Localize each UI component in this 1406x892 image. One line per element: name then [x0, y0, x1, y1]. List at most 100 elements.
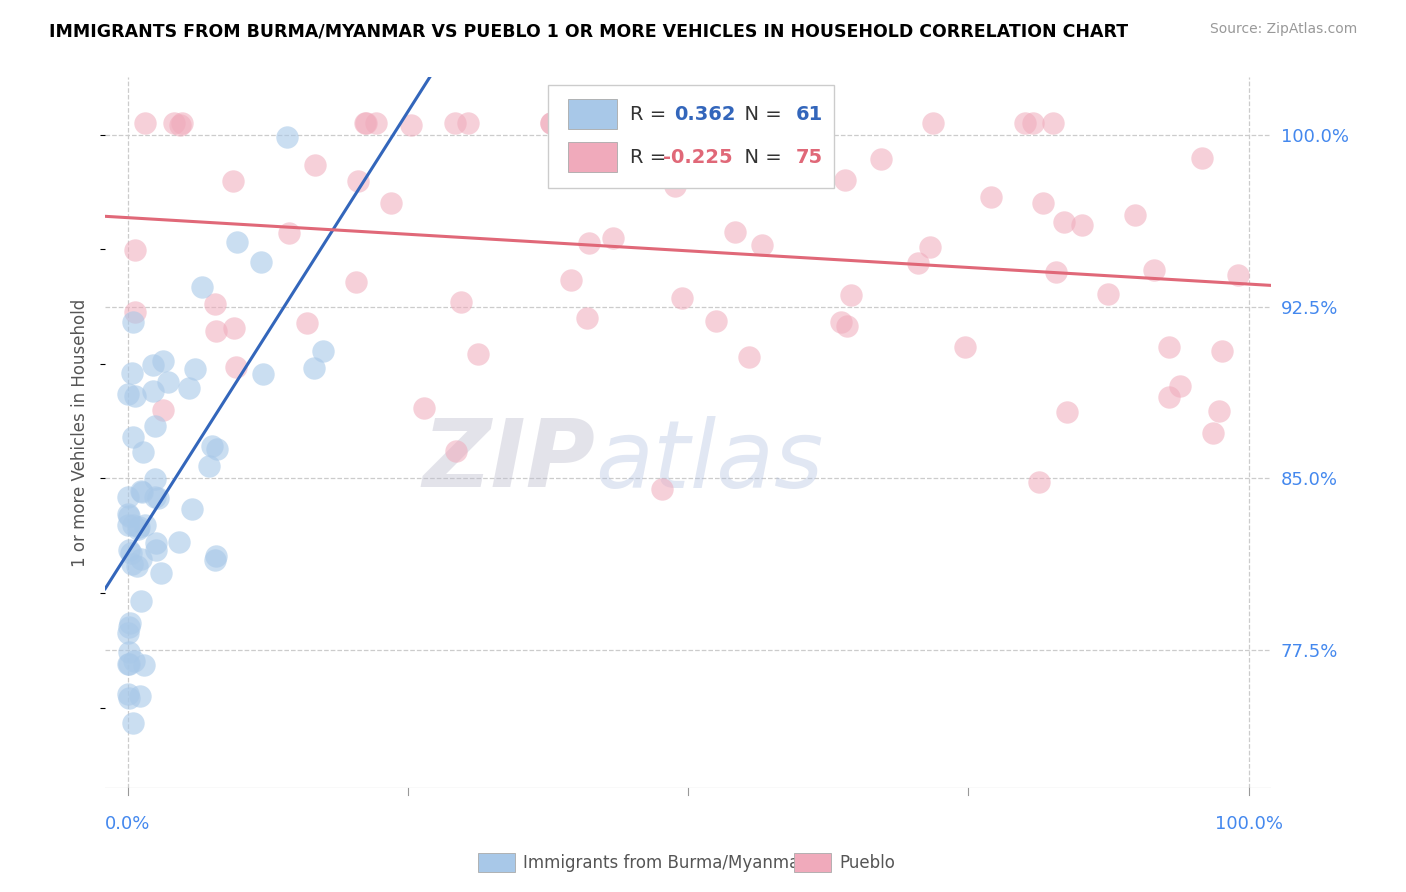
Y-axis label: 1 or more Vehicles in Household: 1 or more Vehicles in Household: [72, 299, 89, 566]
Point: [221, 174, 243, 188]
Point: [724, 225, 747, 239]
Point: [143, 491, 166, 505]
Point: [1032, 196, 1054, 211]
Point: [1028, 475, 1050, 489]
Point: [450, 295, 472, 310]
Point: [117, 490, 139, 504]
Point: [560, 273, 582, 287]
Point: [1052, 215, 1074, 229]
Point: [1042, 116, 1064, 130]
Point: [733, 116, 755, 130]
Point: [205, 324, 228, 338]
Point: [180, 502, 202, 516]
Point: [131, 552, 153, 566]
Text: 0.362: 0.362: [673, 105, 735, 124]
Point: [1208, 403, 1230, 417]
Point: [664, 179, 686, 194]
Point: [1071, 218, 1094, 232]
Point: [651, 483, 673, 497]
FancyBboxPatch shape: [548, 85, 834, 187]
Point: [922, 116, 945, 130]
Point: [129, 594, 152, 608]
Point: [128, 690, 150, 704]
Point: [145, 419, 167, 434]
Point: [127, 559, 149, 574]
Point: [1143, 263, 1166, 277]
Point: [134, 517, 156, 532]
Point: [980, 190, 1002, 204]
Text: 75: 75: [796, 147, 823, 167]
Point: [920, 240, 942, 254]
Text: 61: 61: [796, 105, 823, 124]
Point: [122, 716, 145, 731]
Point: [127, 522, 149, 536]
Text: R =: R =: [630, 105, 672, 124]
Point: [907, 256, 929, 270]
Point: [354, 116, 377, 130]
Point: [191, 280, 214, 294]
Point: [540, 116, 562, 130]
Point: [117, 542, 139, 557]
Text: IMMIGRANTS FROM BURMA/MYANMAR VS PUEBLO 1 OR MORE VEHICLES IN HOUSEHOLD CORRELAT: IMMIGRANTS FROM BURMA/MYANMAR VS PUEBLO …: [49, 22, 1129, 40]
Point: [169, 119, 191, 133]
Point: [738, 350, 761, 364]
Point: [117, 688, 139, 702]
Text: atlas: atlas: [595, 416, 823, 507]
Point: [344, 275, 367, 289]
Point: [124, 304, 146, 318]
Point: [380, 196, 402, 211]
Point: [225, 359, 247, 374]
Point: [364, 116, 387, 130]
FancyBboxPatch shape: [568, 100, 617, 129]
Point: [830, 315, 852, 329]
Point: [578, 235, 600, 250]
Point: [457, 116, 479, 130]
Point: [118, 509, 141, 524]
Point: [117, 387, 139, 401]
Text: Pueblo: Pueblo: [839, 854, 896, 871]
Point: [198, 458, 221, 473]
Point: [1123, 208, 1146, 222]
Point: [1211, 344, 1233, 359]
Point: [540, 116, 562, 130]
Point: [312, 343, 335, 358]
Point: [576, 311, 599, 326]
Point: [735, 116, 758, 130]
Point: [124, 389, 146, 403]
Point: [152, 353, 174, 368]
Point: [839, 287, 862, 301]
Point: [131, 485, 153, 500]
Point: [1157, 390, 1180, 404]
Point: [444, 444, 467, 458]
Point: [302, 360, 325, 375]
Text: -0.225: -0.225: [662, 147, 733, 167]
Point: [1191, 151, 1213, 165]
Point: [145, 536, 167, 550]
Point: [117, 625, 139, 640]
Point: [121, 367, 143, 381]
Point: [1170, 379, 1192, 393]
Point: [1014, 116, 1036, 130]
Point: [121, 557, 143, 571]
Point: [704, 161, 727, 175]
Text: N =: N =: [733, 147, 789, 167]
Point: [1056, 405, 1078, 419]
Point: [671, 291, 693, 305]
Point: [132, 657, 155, 672]
Point: [152, 403, 174, 417]
Point: [148, 491, 170, 505]
Point: [122, 517, 145, 532]
Text: N =: N =: [733, 105, 789, 124]
Point: [225, 235, 247, 249]
Point: [163, 116, 186, 130]
Point: [276, 129, 298, 144]
Point: [118, 616, 141, 631]
Point: [122, 429, 145, 443]
Point: [204, 549, 226, 563]
Point: [124, 244, 146, 258]
Point: [1157, 340, 1180, 354]
Point: [117, 508, 139, 522]
Point: [122, 314, 145, 328]
Point: [145, 543, 167, 558]
Point: [467, 347, 489, 361]
